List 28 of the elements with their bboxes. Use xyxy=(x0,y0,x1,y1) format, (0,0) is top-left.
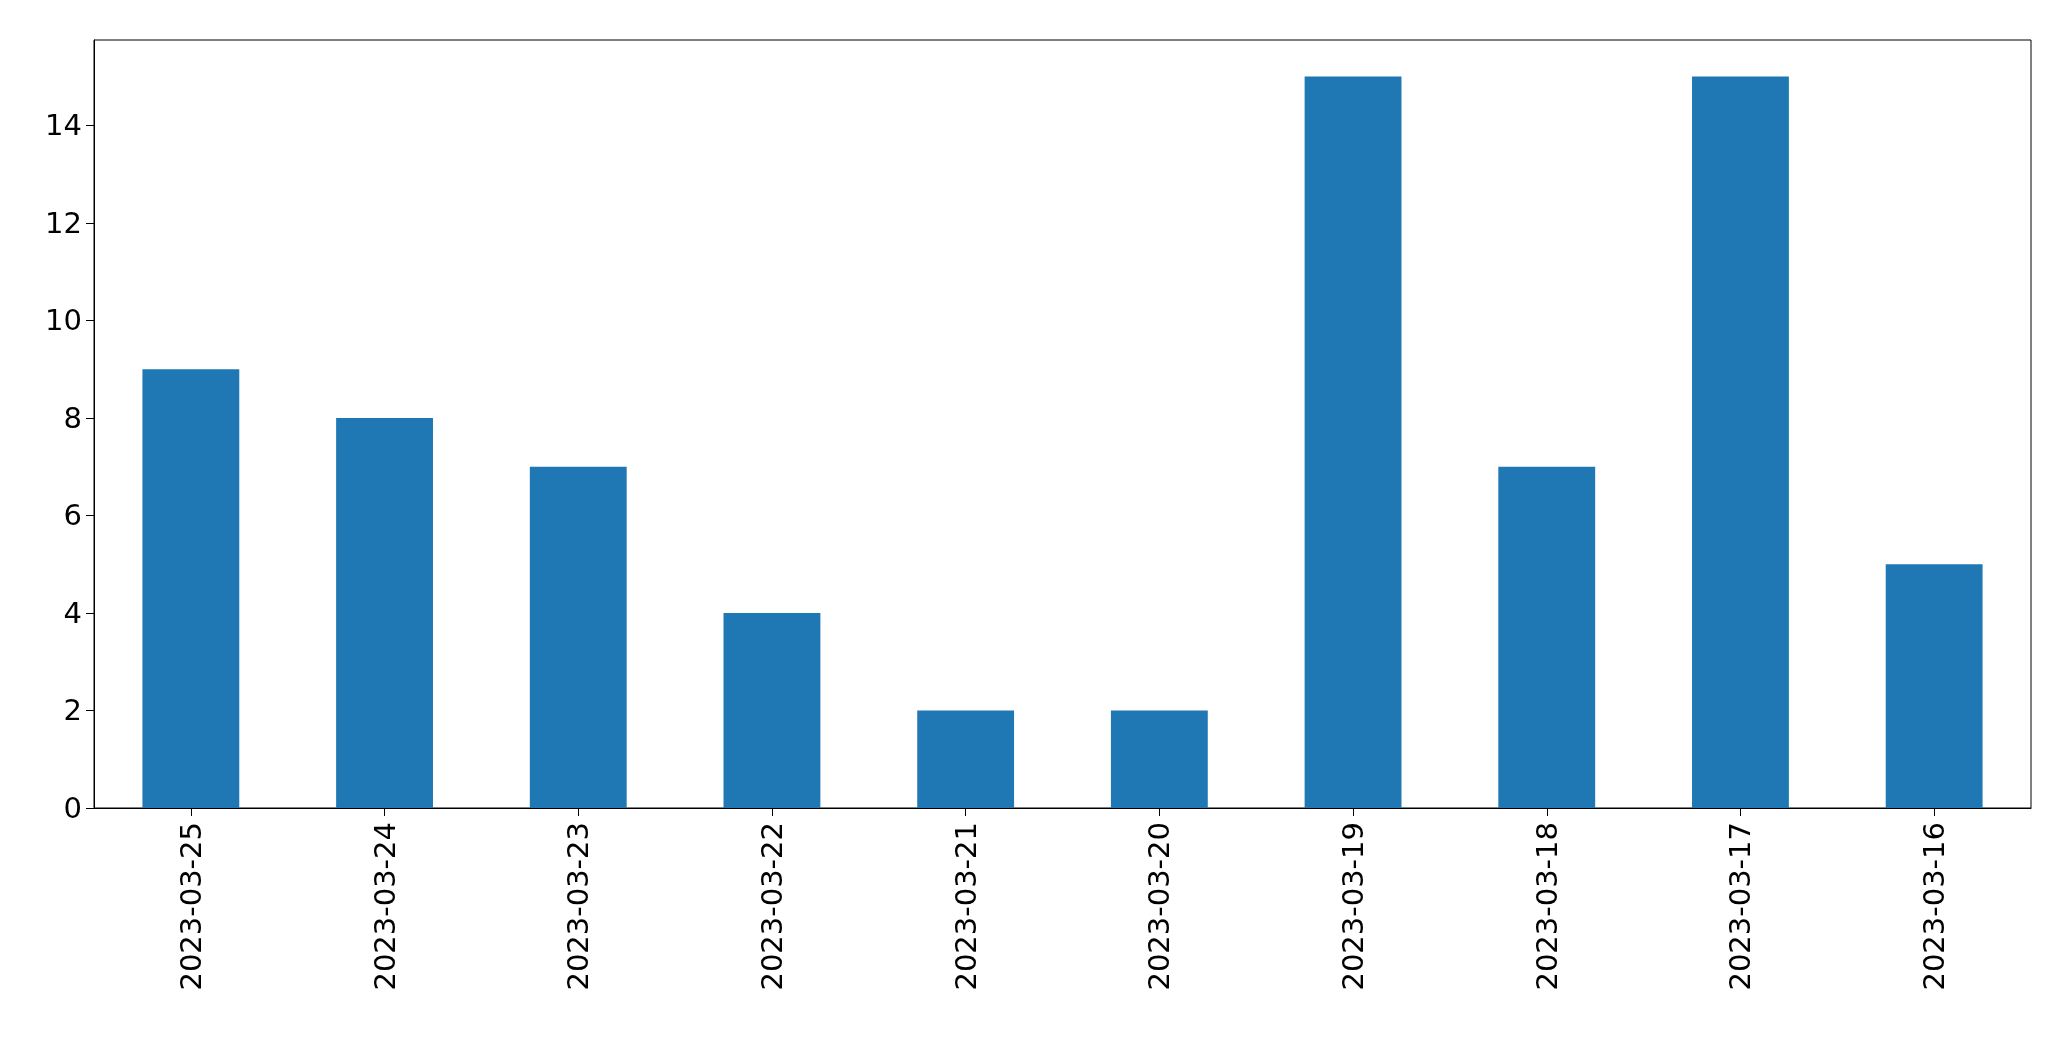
x-tick-label: 2023-03-21 xyxy=(948,822,983,991)
x-tick-label: 2023-03-16 xyxy=(1917,822,1952,991)
x-tick-label: 2023-03-20 xyxy=(1142,822,1177,991)
bar xyxy=(1498,466,1596,808)
y-tick-label: 2 xyxy=(63,693,82,728)
y-tick-label: 12 xyxy=(45,205,82,240)
x-tick-label: 2023-03-25 xyxy=(173,822,208,991)
bar xyxy=(529,466,627,808)
x-tick-label: 2023-03-22 xyxy=(754,822,789,991)
y-tick-label: 4 xyxy=(63,595,82,630)
bar xyxy=(142,369,240,808)
y-tick-label: 10 xyxy=(45,303,82,338)
bar xyxy=(1304,76,1402,808)
bar xyxy=(336,417,433,808)
y-tick-label: 6 xyxy=(63,498,82,533)
bar xyxy=(1110,710,1208,808)
x-tick-label: 2023-03-23 xyxy=(561,822,596,991)
bar xyxy=(1885,564,1983,808)
x-tick-label: 2023-03-18 xyxy=(1529,822,1564,991)
x-tick-label: 2023-03-24 xyxy=(367,822,402,991)
y-tick-label: 14 xyxy=(45,108,82,143)
x-tick-label: 2023-03-17 xyxy=(1723,822,1758,991)
bar xyxy=(723,612,821,808)
bar xyxy=(1692,76,1789,808)
y-tick-label: 8 xyxy=(63,400,82,435)
y-tick-label: 0 xyxy=(63,791,82,825)
bar xyxy=(917,710,1015,808)
x-tick-label: 2023-03-19 xyxy=(1336,822,1371,991)
